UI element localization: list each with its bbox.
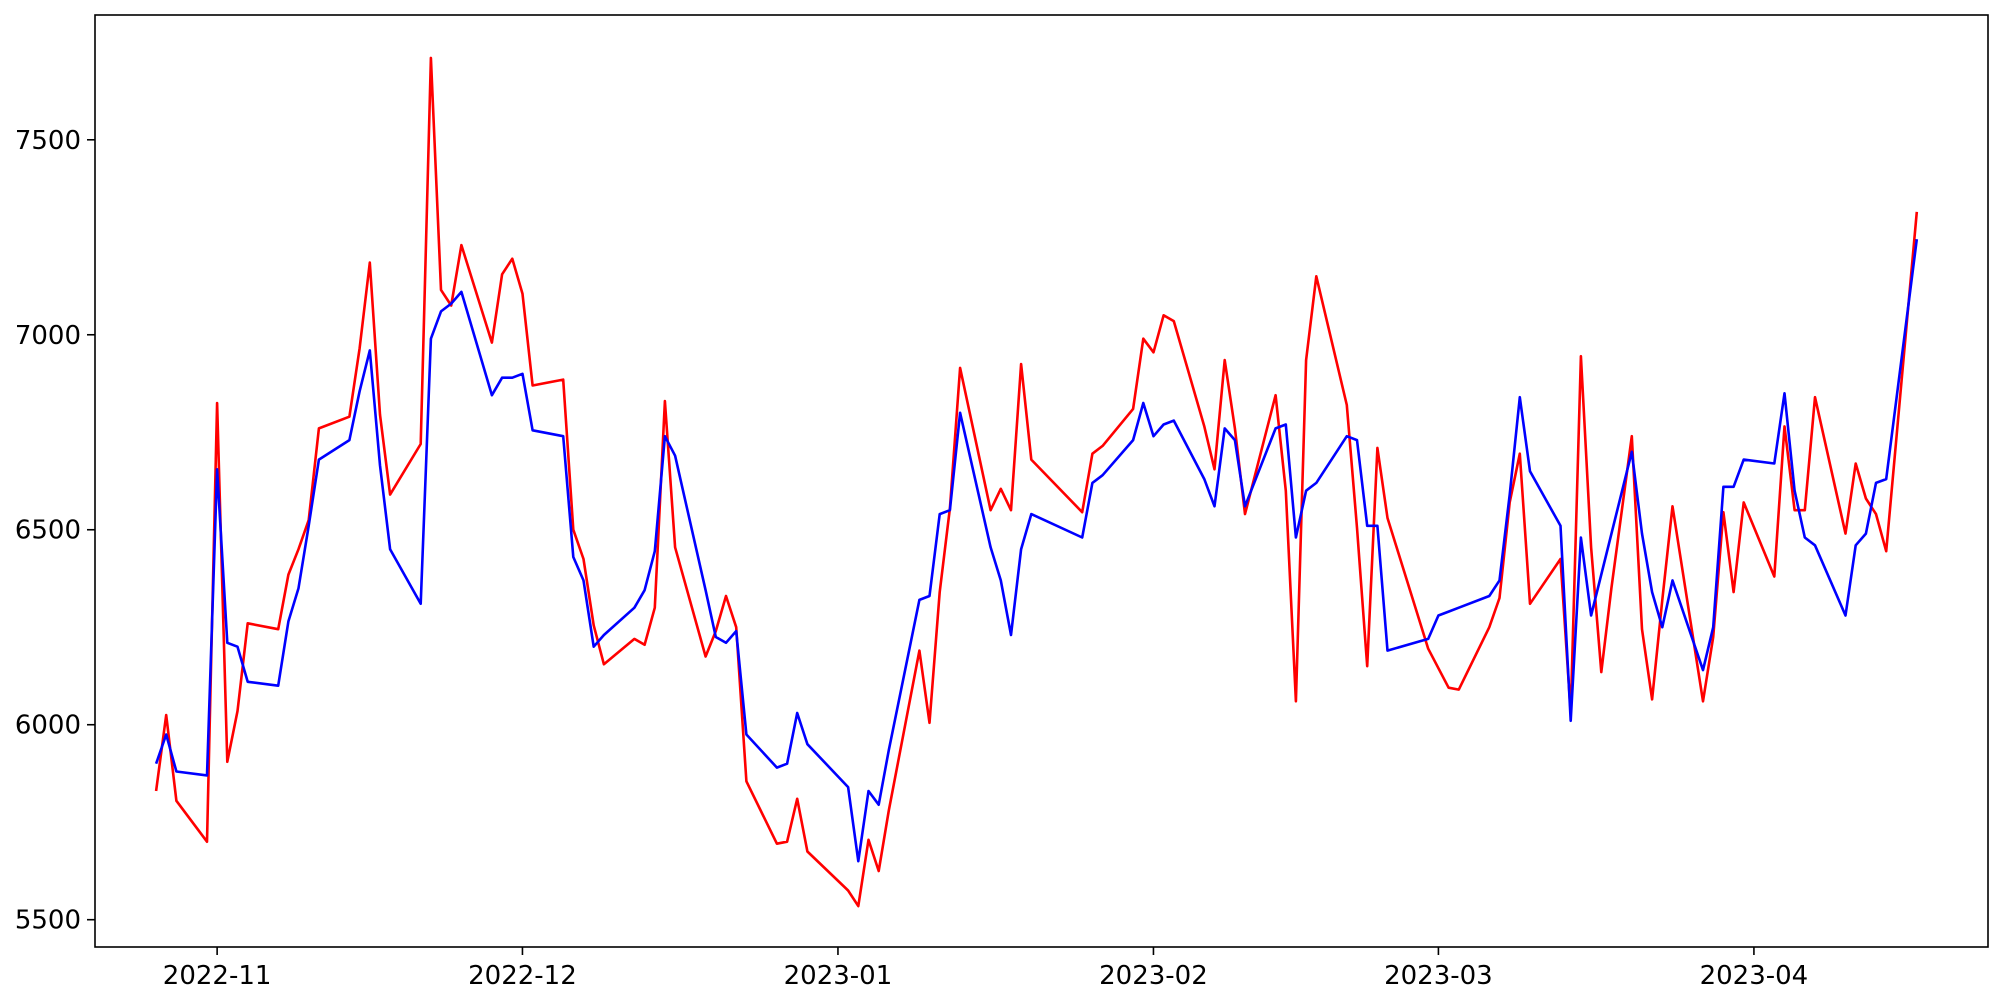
x-tick-label: 2023-01 — [784, 961, 893, 991]
y-tick-label: 6500 — [15, 516, 81, 546]
y-tick-label: 5500 — [15, 906, 81, 936]
x-tick-label: 2023-03 — [1384, 961, 1493, 991]
x-tick-label: 2023-02 — [1099, 961, 1208, 991]
y-tick-label: 7000 — [15, 321, 81, 351]
y-tick-label: 7500 — [15, 126, 81, 156]
series-layer — [154, 56, 1919, 908]
y-axis: 5500 6000 6500 7000 7500 — [15, 126, 95, 936]
x-axis: 2022-11 2022-12 2023-01 2023-02 2023-03 2023-… — [163, 947, 1808, 991]
y-tick-label: 6000 — [15, 711, 81, 741]
x-tick-label: 2022-12 — [468, 961, 577, 991]
plot-frame — [94, 14, 1989, 948]
x-tick-label: 2022-11 — [163, 961, 272, 991]
x-tick-label: 2023-04 — [1700, 961, 1809, 991]
series-2-line — [154, 239, 1919, 863]
